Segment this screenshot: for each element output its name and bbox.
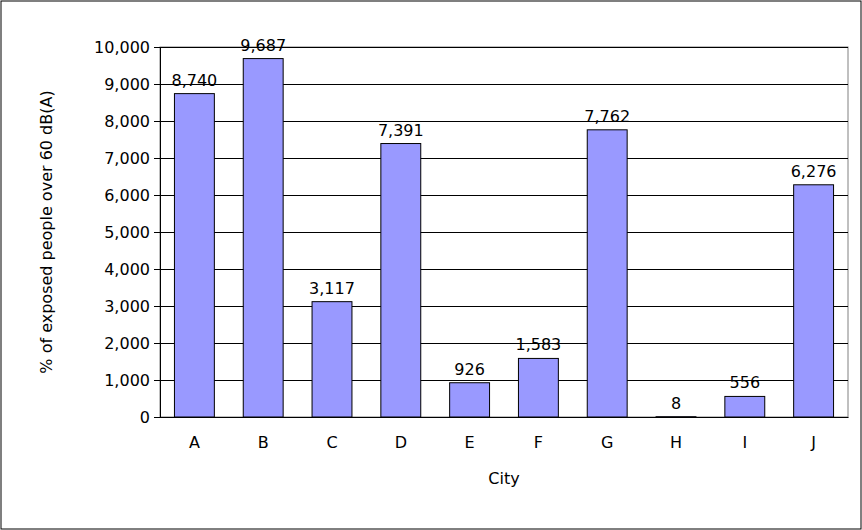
y-tick: 7,000 <box>104 149 160 168</box>
y-tick-label: 2,000 <box>104 334 150 353</box>
x-tick-label: B <box>258 433 269 452</box>
y-tick-mark <box>154 269 160 270</box>
y-tick-mark <box>154 158 160 159</box>
grid <box>160 48 848 418</box>
x-axis: A B C D E F G H I J <box>161 417 849 452</box>
bar <box>243 59 283 417</box>
data-label: 1,583 <box>515 335 561 354</box>
bar <box>656 416 696 417</box>
x-tick-label: G <box>601 433 613 452</box>
bars <box>174 59 833 417</box>
grid-line <box>160 417 848 418</box>
y-tick-label: 0 <box>140 408 150 427</box>
y-tick: 4,000 <box>104 260 160 279</box>
bar <box>450 383 490 417</box>
y-tick-mark <box>154 417 160 418</box>
chart: 0 1,000 2,000 3,000 4,000 5,000 6,000 7,000 8,00… <box>0 0 862 530</box>
data-label: 7,391 <box>378 121 424 140</box>
y-tick-mark <box>154 306 160 307</box>
y-tick-label: 4,000 <box>104 260 150 279</box>
y-tick: 6,000 <box>104 186 160 205</box>
x-tick-label: I <box>742 433 747 452</box>
bar <box>312 302 352 417</box>
x-tick-label: D <box>395 433 407 452</box>
data-label: 8 <box>671 394 681 413</box>
y-tick: 9,000 <box>104 75 160 94</box>
y-tick-label: 9,000 <box>104 75 150 94</box>
data-label: 8,740 <box>171 71 217 90</box>
x-tick: E <box>465 417 475 452</box>
page-border <box>1 1 861 529</box>
x-tick-label: E <box>465 433 475 452</box>
bar <box>381 144 421 417</box>
y-tick: 0 <box>140 408 160 427</box>
plot-frame <box>160 47 848 417</box>
x-tick: I <box>742 417 747 452</box>
y-tick-label: 1,000 <box>104 371 150 390</box>
bar <box>518 358 558 417</box>
x-tick-label: A <box>189 433 200 452</box>
x-tick: G <box>601 417 613 452</box>
y-tick: 3,000 <box>104 297 160 316</box>
y-tick-mark <box>154 380 160 381</box>
x-tick: F <box>534 417 543 452</box>
y-tick-label: 8,000 <box>104 112 150 131</box>
x-tick: J <box>810 417 816 452</box>
bar <box>794 185 834 417</box>
x-tick: A <box>189 417 200 452</box>
bar <box>725 396 765 417</box>
x-tick-label: J <box>810 433 816 452</box>
bar <box>587 130 627 417</box>
data-label: 7,762 <box>584 107 630 126</box>
x-tick: H <box>670 417 682 452</box>
x-tick: D <box>395 417 407 452</box>
x-axis-line <box>161 417 849 418</box>
y-tick-label: 5,000 <box>104 223 150 242</box>
x-tick: C <box>326 417 337 452</box>
y-tick: 8,000 <box>104 112 160 131</box>
y-tick-mark <box>154 121 160 122</box>
y-axis: 0 1,000 2,000 3,000 4,000 5,000 6,000 7,000 8,00… <box>94 38 160 427</box>
y-tick-mark <box>154 47 160 48</box>
y-tick: 2,000 <box>104 334 160 353</box>
data-labels: 8,740 9,687 3,117 7,391 926 1,583 7,762 8 556 6,2… <box>171 36 836 413</box>
bar <box>174 94 214 417</box>
y-tick: 10,000 <box>94 38 160 57</box>
y-tick: 5,000 <box>104 223 160 242</box>
x-tick: B <box>258 417 269 452</box>
y-tick: 1,000 <box>104 371 160 390</box>
y-tick-label: 3,000 <box>104 297 150 316</box>
x-tick-label: F <box>534 433 543 452</box>
x-tick-label: H <box>670 433 682 452</box>
y-tick-label: 6,000 <box>104 186 150 205</box>
data-label: 3,117 <box>309 279 355 298</box>
data-label: 9,687 <box>240 36 286 55</box>
data-label: 556 <box>730 373 761 392</box>
y-tick-label: 7,000 <box>104 149 150 168</box>
x-axis-title: City <box>488 469 519 488</box>
y-tick-label: 10,000 <box>94 38 150 57</box>
y-tick-mark <box>154 232 160 233</box>
data-label: 926 <box>454 360 485 379</box>
x-tick-label: C <box>326 433 337 452</box>
y-tick-mark <box>154 195 160 196</box>
y-axis-line <box>160 48 161 418</box>
data-label: 6,276 <box>791 162 837 181</box>
y-axis-title: % of exposed people over 60 dB(A) <box>37 90 56 373</box>
y-tick-mark <box>154 84 160 85</box>
y-tick-mark <box>154 343 160 344</box>
